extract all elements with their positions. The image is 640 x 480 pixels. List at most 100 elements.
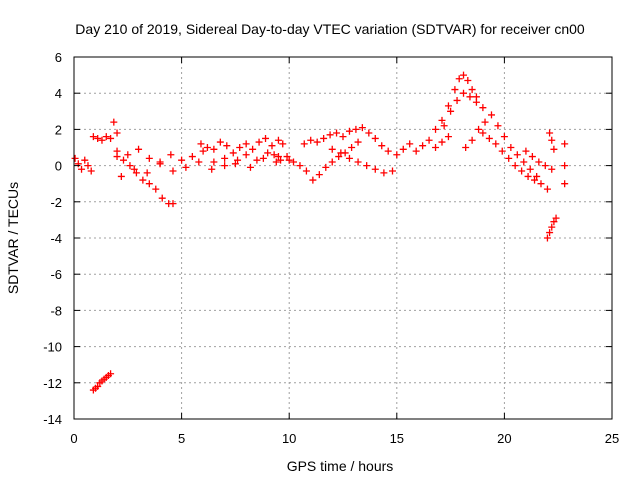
data-point xyxy=(548,136,556,144)
series-arc2 xyxy=(89,370,115,394)
series-arc14 xyxy=(462,111,541,180)
data-point xyxy=(320,134,328,142)
data-point xyxy=(526,165,534,173)
data-point xyxy=(272,158,280,166)
data-point xyxy=(419,142,427,150)
data-point xyxy=(264,149,272,157)
data-point xyxy=(221,162,229,170)
y-tick-label: 2 xyxy=(55,122,62,137)
data-point xyxy=(178,156,186,164)
data-point xyxy=(135,145,143,153)
data-point xyxy=(210,158,218,166)
data-point xyxy=(472,98,480,106)
data-point xyxy=(380,169,388,177)
data-point xyxy=(143,169,151,177)
data-point xyxy=(302,167,310,175)
data-point xyxy=(313,138,321,146)
data-point xyxy=(541,162,549,170)
data-point xyxy=(246,163,254,171)
data-point xyxy=(113,147,121,155)
series-arc12 xyxy=(432,71,480,133)
data-point xyxy=(156,160,164,168)
y-tick-label: -8 xyxy=(50,303,62,318)
data-point xyxy=(533,172,541,180)
data-point xyxy=(453,96,461,104)
data-point xyxy=(107,370,115,378)
data-point xyxy=(242,151,250,159)
data-point xyxy=(274,153,282,161)
data-point xyxy=(94,134,102,142)
data-point xyxy=(236,144,244,151)
data-point xyxy=(126,162,134,170)
data-point xyxy=(221,154,229,162)
data-point xyxy=(117,172,125,180)
data-point xyxy=(119,156,127,164)
data-point xyxy=(451,86,459,94)
data-point xyxy=(277,156,285,164)
data-point xyxy=(279,140,287,148)
data-point xyxy=(110,118,118,126)
data-point xyxy=(130,165,138,173)
data-point xyxy=(466,93,474,101)
data-point xyxy=(234,156,242,164)
data-point xyxy=(107,134,115,142)
data-point xyxy=(188,153,196,161)
data-point xyxy=(399,145,407,153)
data-point xyxy=(464,77,472,85)
x-axis-label: GPS time / hours xyxy=(287,458,394,474)
data-point xyxy=(74,160,82,168)
data-point xyxy=(378,142,386,150)
data-point xyxy=(462,144,470,151)
data-point xyxy=(358,124,366,132)
y-tick-label: 0 xyxy=(55,159,62,174)
data-point xyxy=(262,134,270,142)
data-point xyxy=(145,180,153,188)
data-point xyxy=(71,154,79,162)
data-point xyxy=(492,140,500,148)
data-point xyxy=(505,154,513,162)
data-point xyxy=(406,140,414,148)
data-point xyxy=(270,151,278,159)
data-point xyxy=(283,153,291,161)
data-point xyxy=(365,129,373,137)
series-arc11 xyxy=(393,133,452,159)
data-point xyxy=(195,158,203,166)
data-point xyxy=(102,133,110,141)
data-point xyxy=(145,154,153,162)
data-point xyxy=(169,200,177,208)
data-point xyxy=(339,133,347,141)
data-point xyxy=(208,165,216,173)
data-point xyxy=(475,125,483,133)
data-point xyxy=(315,171,323,179)
data-point xyxy=(113,129,121,137)
data-point xyxy=(78,165,86,173)
data-point xyxy=(455,75,463,83)
series-arc1 xyxy=(71,154,95,175)
data-point xyxy=(274,136,282,144)
data-point xyxy=(333,129,341,137)
series-arc4 xyxy=(113,153,177,208)
x-tick-label: 5 xyxy=(178,431,185,446)
data-point xyxy=(223,142,231,150)
data-point xyxy=(337,149,345,157)
data-point xyxy=(81,156,89,164)
data-point xyxy=(460,71,468,79)
x-tick-label: 25 xyxy=(605,431,619,446)
x-tick-label: 10 xyxy=(282,431,296,446)
data-point xyxy=(537,180,545,188)
data-point xyxy=(182,163,190,171)
y-tick-label: -2 xyxy=(50,195,62,210)
data-point xyxy=(253,156,261,164)
data-point xyxy=(354,158,362,166)
series-arc3 xyxy=(89,118,121,144)
data-point xyxy=(268,142,276,150)
data-point xyxy=(87,167,95,175)
x-tick-label: 20 xyxy=(497,431,511,446)
data-point xyxy=(444,102,452,110)
data-point xyxy=(535,158,543,166)
y-tick-label: -12 xyxy=(43,376,62,391)
data-point xyxy=(158,194,166,202)
series-arc18 xyxy=(546,129,569,188)
data-point xyxy=(513,151,521,159)
y-tick-label: -4 xyxy=(50,231,62,246)
